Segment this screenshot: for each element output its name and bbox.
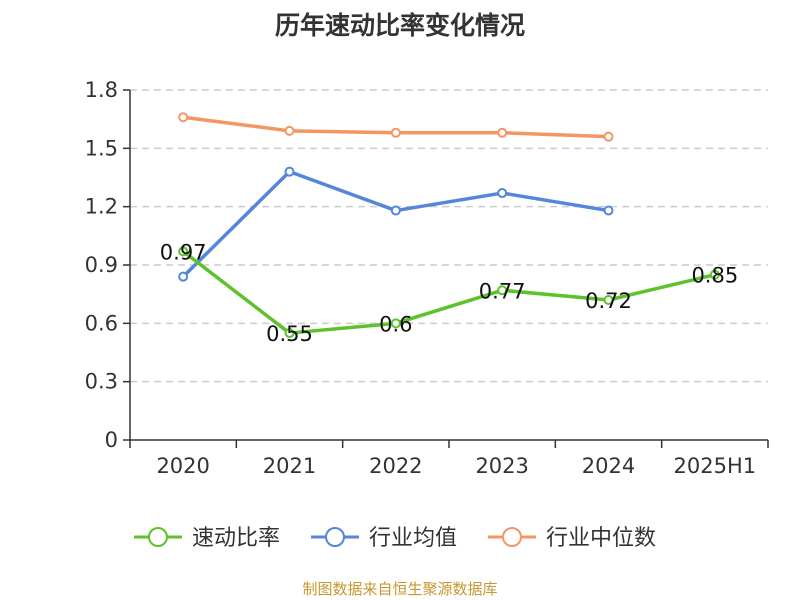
legend[interactable]: 速动比率 行业均值 行业中位数	[134, 526, 656, 551]
data-point[interactable]	[603, 131, 614, 142]
data-point[interactable]	[603, 205, 614, 216]
data-label: 0.77	[479, 279, 526, 303]
data-point[interactable]	[603, 295, 614, 305]
y-tick-label: 1.5	[85, 136, 118, 160]
data-point[interactable]	[497, 127, 508, 138]
data-point[interactable]	[497, 285, 508, 296]
legend-item-0[interactable]: 速动比率	[134, 526, 280, 551]
y-tick-label: 0.3	[85, 370, 118, 394]
source-note: 制图数据来自恒生聚源数据库	[302, 580, 498, 598]
data-point[interactable]	[178, 271, 189, 282]
legend-label: 速动比率	[192, 526, 280, 551]
data-point[interactable]	[284, 328, 295, 339]
y-tick-label: 1.2	[85, 195, 118, 219]
x-tick-label: 2025H1	[674, 454, 757, 478]
data-labels: 0.97 0.55 0.6 0.77 0.72 0.85	[160, 240, 738, 346]
series-line-0	[182, 250, 716, 335]
data-point[interactable]	[497, 188, 508, 199]
data-point[interactable]	[390, 205, 401, 216]
data-label: 0.72	[585, 289, 632, 313]
y-tick-label: 0	[105, 428, 118, 452]
data-point[interactable]	[178, 112, 189, 123]
y-tick-label: 1.8	[85, 78, 118, 102]
y-tick-label: 0.6	[85, 311, 118, 335]
legend-item-1[interactable]: 行业均值	[311, 526, 457, 551]
data-point[interactable]	[284, 125, 295, 136]
legend-marker	[325, 527, 345, 547]
data-label: 0.85	[691, 264, 738, 288]
grid-lines	[130, 89, 768, 383]
x-tick-label: 2022	[369, 454, 422, 478]
chart-title: 历年速动比率变化情况	[274, 11, 525, 40]
legend-marker	[502, 527, 522, 547]
series-line-1	[181, 169, 609, 278]
x-tick-label: 2021	[263, 454, 316, 478]
axes: 0 0.3 0.6 0.9 1.2 1.5 1.8 2020 2021 2022 2023 2024 2…	[85, 78, 769, 478]
data-label: 0.6	[379, 312, 412, 336]
x-tick-label: 2024	[582, 454, 635, 478]
legend-marker	[148, 527, 168, 547]
data-point[interactable]	[284, 166, 295, 177]
x-tick-label: 2023	[475, 454, 528, 478]
series-lines	[178, 112, 720, 339]
data-point[interactable]	[390, 127, 401, 138]
data-point[interactable]	[390, 318, 401, 329]
data-point[interactable]	[709, 269, 720, 280]
data-point[interactable]	[178, 246, 189, 257]
legend-label: 行业中位数	[546, 526, 656, 551]
y-tick-label: 0.9	[85, 253, 118, 277]
data-label: 0.97	[160, 240, 207, 264]
legend-label: 行业均值	[369, 526, 457, 551]
legend-item-2[interactable]: 行业中位数	[488, 526, 656, 551]
x-tick-label: 2020	[156, 454, 209, 478]
data-label: 0.55	[266, 322, 313, 346]
